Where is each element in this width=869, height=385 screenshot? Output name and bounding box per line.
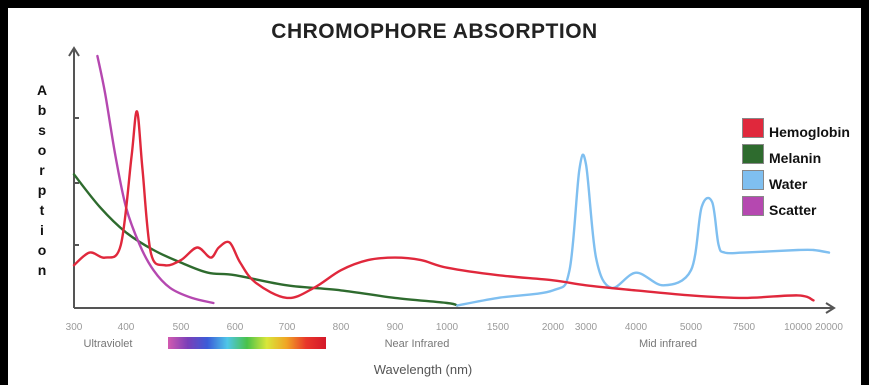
x-tick-label: 4000	[625, 322, 648, 333]
x-tick-label: 5000	[680, 322, 703, 333]
y-axis-label-char: b	[37, 102, 47, 118]
y-axis-arrow	[68, 46, 80, 57]
x-tick-label: 2000	[542, 322, 565, 333]
y-axis-label-char: i	[40, 222, 44, 238]
legend-label: Melanin	[769, 150, 822, 166]
x-axis-label: Wavelength (nm)	[374, 362, 473, 377]
x-tick-label: 500	[173, 322, 190, 333]
band-label: Mid infrared	[639, 338, 697, 350]
y-axis-label-char: s	[38, 122, 46, 138]
y-axis-label-char: p	[37, 182, 47, 198]
x-tick-label: 900	[387, 322, 404, 333]
y-axis-label-char: o	[37, 142, 47, 158]
x-axis-arrow	[825, 302, 836, 314]
legend-swatch	[742, 196, 764, 216]
series-line-scatter	[96, 54, 215, 305]
legend-swatch	[742, 118, 764, 138]
x-tick-labels: 300 400 500 600 700 800 900 1000 1500 2000 3000 400…	[66, 322, 844, 333]
x-tick-label: 400	[118, 322, 135, 333]
x-tick-label: 300	[66, 322, 83, 333]
series-line-melanin	[72, 173, 459, 307]
chart-title: CHROMOPHORE ABSORPTION	[271, 20, 598, 43]
x-tick-label: 10000	[784, 322, 812, 333]
legend-label: Scatter	[769, 202, 817, 218]
visible-spectrum-bar	[168, 337, 326, 349]
y-axis-label-char: A	[36, 82, 48, 98]
x-tick-label: 1500	[487, 322, 510, 333]
y-axis-label-char: t	[39, 202, 45, 218]
band-label: Near Infrared	[385, 338, 450, 350]
y-axis-label-char: o	[37, 242, 47, 258]
legend-label: Water	[769, 176, 808, 192]
legend-label: Hemoglobin	[769, 124, 850, 140]
x-tick-label: 700	[279, 322, 296, 333]
x-tick-label: 3000	[575, 322, 598, 333]
series-line-hemoglobin	[72, 110, 815, 302]
y-axis-label-char: r	[39, 162, 45, 178]
legend-swatch	[742, 144, 764, 164]
band-labels: Ultraviolet Near Infrared Mid infrared	[84, 337, 697, 350]
x-tick-label: 20000	[815, 322, 843, 333]
band-label: Ultraviolet	[84, 338, 133, 350]
chart-canvas: 300 400 500 600 700 800 900 1000 1500 2000 3000 400…	[66, 46, 844, 377]
series-layer	[72, 54, 831, 307]
x-tick-label: 600	[227, 322, 244, 333]
y-axis-label-char: n	[37, 262, 47, 278]
x-tick-label: 7500	[733, 322, 756, 333]
axes	[68, 46, 836, 314]
legend-swatch	[742, 170, 764, 190]
x-tick-label: 800	[333, 322, 350, 333]
x-tick-label: 1000	[436, 322, 459, 333]
series-line-water	[456, 153, 831, 307]
